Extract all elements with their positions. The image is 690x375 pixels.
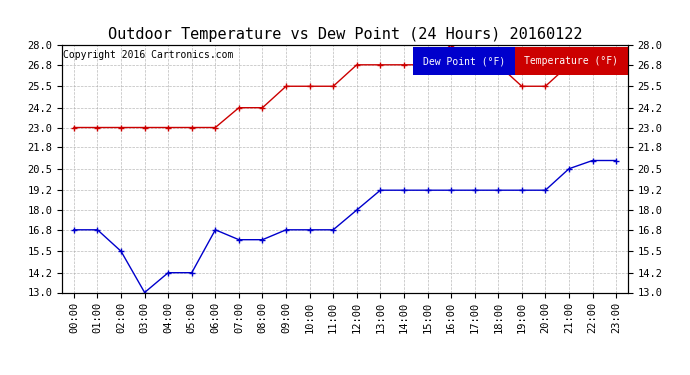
FancyBboxPatch shape [515, 48, 628, 75]
FancyBboxPatch shape [413, 48, 515, 75]
Text: Dew Point (°F): Dew Point (°F) [423, 56, 505, 66]
Text: Temperature (°F): Temperature (°F) [524, 56, 618, 66]
Text: Copyright 2016 Cartronics.com: Copyright 2016 Cartronics.com [63, 50, 234, 60]
Title: Outdoor Temperature vs Dew Point (24 Hours) 20160122: Outdoor Temperature vs Dew Point (24 Hou… [108, 27, 582, 42]
